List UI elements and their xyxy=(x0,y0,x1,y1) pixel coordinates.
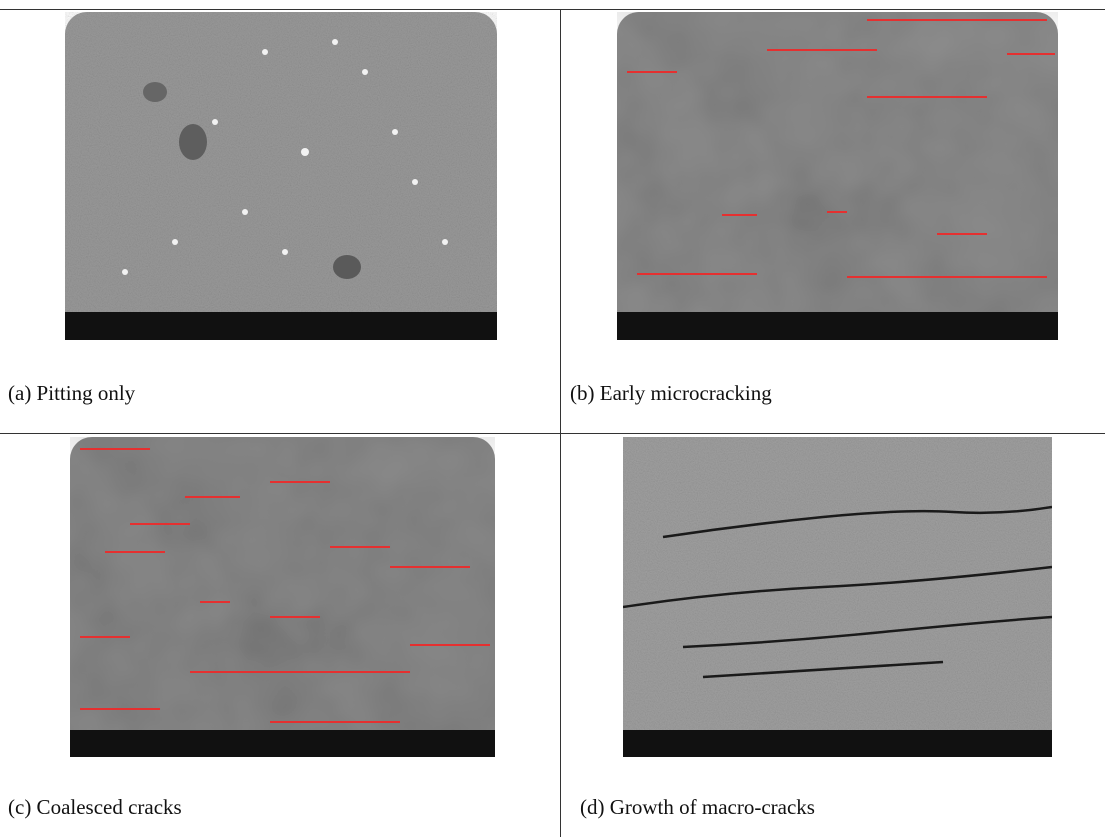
caption: (c) Coalesced cracks xyxy=(8,795,182,820)
sem-image-b xyxy=(617,12,1058,340)
table-middle-rule xyxy=(0,433,1105,434)
sem-image-c xyxy=(70,437,495,757)
figure-page: {"panels": [ {"caption": "(a) Pitting on… xyxy=(0,0,1105,837)
sem-image-a xyxy=(65,12,497,340)
table-top-rule xyxy=(0,9,1105,10)
table-column-divider xyxy=(560,9,561,837)
caption: (a) Pitting only xyxy=(8,381,135,406)
caption: (d) Growth of macro-cracks xyxy=(580,795,815,820)
caption: (b) Early microcracking xyxy=(570,381,772,406)
sem-image-d xyxy=(623,437,1052,757)
